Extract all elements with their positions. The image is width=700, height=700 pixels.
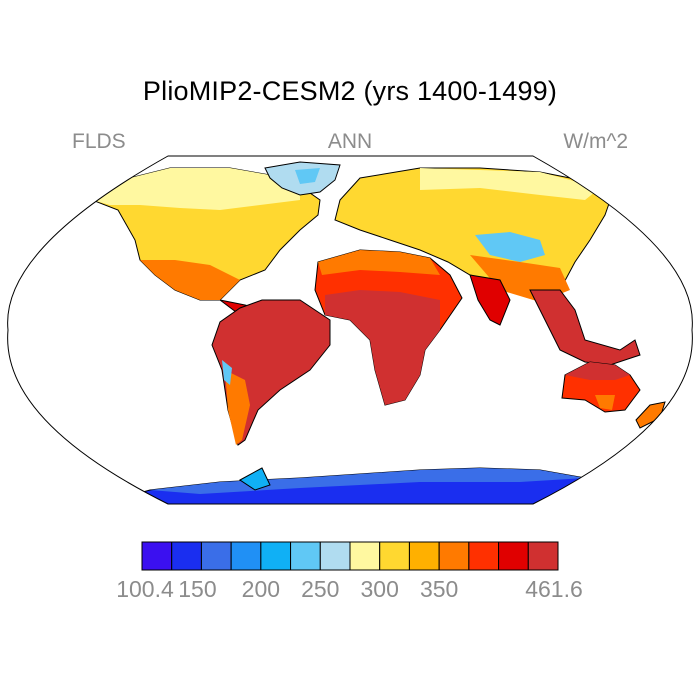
colorbar-tick-label: 461.6 (525, 576, 583, 602)
colorbar-box (230, 541, 262, 571)
india (469, 274, 511, 326)
colorbar-box (438, 541, 470, 571)
colorbar-box (349, 541, 381, 571)
colorbar-box (379, 541, 410, 571)
colorbar-box (290, 541, 321, 571)
southeast-asia (529, 289, 641, 366)
variable-label: FLDS (72, 130, 126, 153)
north-america-south (140, 260, 240, 300)
season-label: ANN (327, 130, 373, 153)
colorbar-tick-label: 150 (178, 576, 217, 602)
north-america-north (80, 168, 300, 210)
colorbar-tick-label: 350 (419, 576, 459, 602)
colorbar-box (527, 541, 559, 571)
colorbar-box (171, 541, 202, 571)
colorbar-tick-label: 300 (360, 576, 399, 602)
colorbar-box (408, 541, 440, 571)
colorbar-box (498, 541, 529, 571)
new-zealand (635, 401, 666, 429)
map-title: PlioMIP2-CESM2 (yrs 1400-1499) (142, 76, 558, 106)
colorbar-tick-label: 200 (241, 576, 281, 602)
colorbar-tick-label: 100.4 (116, 576, 174, 602)
map-border (7, 155, 693, 505)
colorbar-box (319, 541, 351, 571)
units-label: W/m^2 (563, 130, 628, 153)
colorbar-tick-label: 250 (301, 576, 340, 602)
colorbar-box (200, 541, 232, 571)
colorbar-box (468, 541, 500, 571)
colorbar-box (141, 541, 173, 571)
colorbar-box (260, 541, 292, 571)
